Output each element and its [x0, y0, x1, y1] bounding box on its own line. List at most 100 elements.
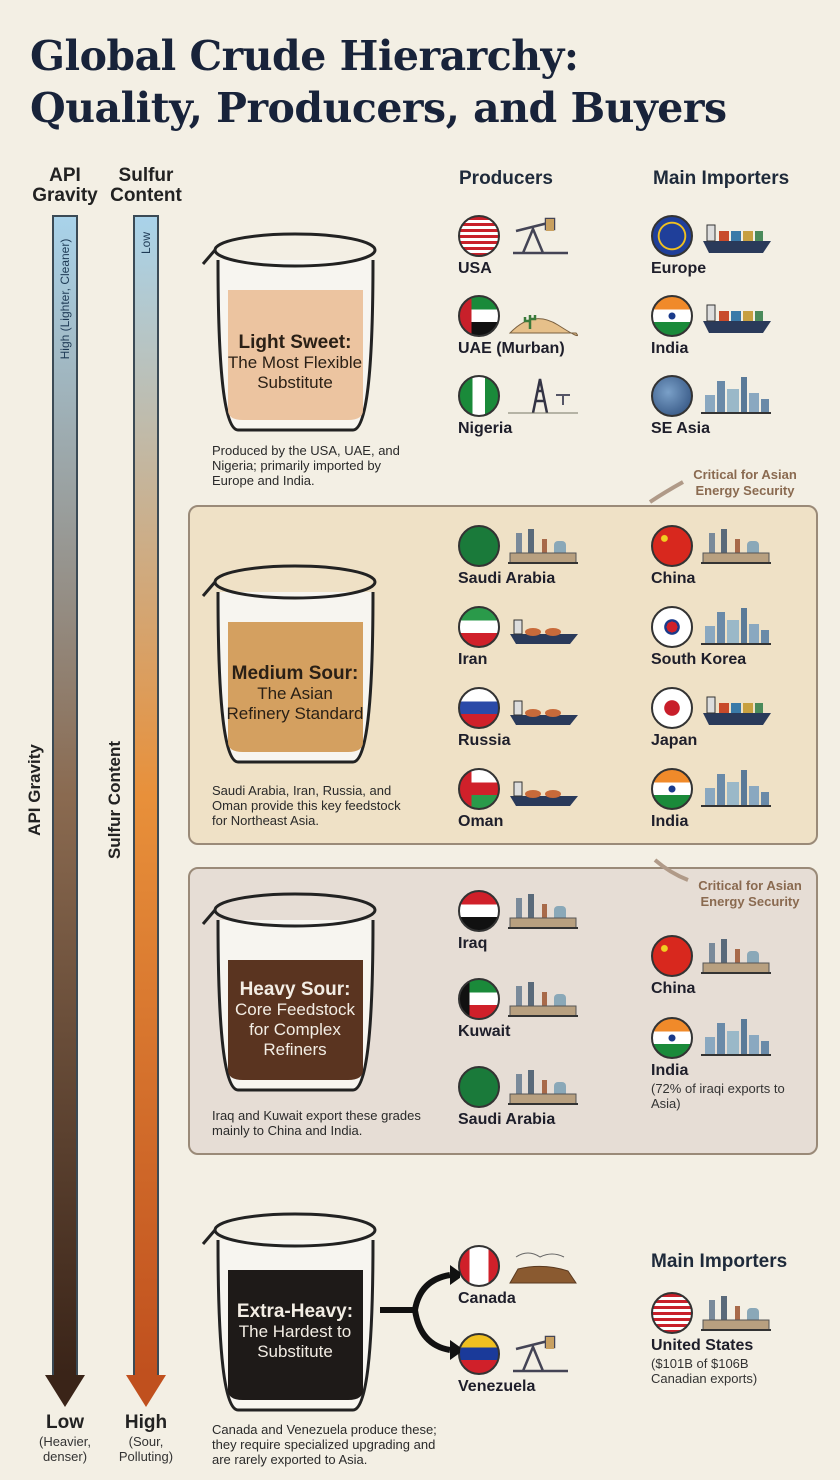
- iraq-flag-icon: [458, 890, 500, 932]
- globe-icon: [651, 375, 693, 417]
- sulfur-high: High: [124, 1412, 168, 1433]
- importers-label: India: [651, 813, 689, 830]
- beaker-label-2: Heavy Sour: Core Feedstock for Complex Refi…: [215, 980, 375, 1060]
- sulfur-high-sub: (Sour, Polluting): [118, 1434, 174, 1464]
- producers-header: Producers: [459, 168, 553, 189]
- tier-description: Iraq and Kuwait export these grades main…: [212, 1108, 421, 1138]
- beaker-icon: [201, 1212, 377, 1412]
- producers-label: Venezuela: [458, 1378, 536, 1395]
- sulfur-head-2: Content: [110, 185, 182, 206]
- oil-pump-icon: [508, 215, 580, 257]
- refinery-icon: [508, 525, 580, 567]
- producers-label: Canada: [458, 1290, 516, 1307]
- api-arrow-down-icon: [45, 1375, 85, 1407]
- api-head-1: API: [49, 165, 81, 186]
- critical-callout: Critical for Asian Energy Security: [698, 878, 802, 909]
- usa-flag-icon: [651, 1292, 693, 1334]
- api-side-label: API Gravity: [25, 744, 44, 836]
- refinery-icon: [508, 890, 580, 932]
- importers-label: China: [651, 980, 696, 997]
- uae-flag-icon: [458, 295, 500, 337]
- refinery-icon: [508, 978, 580, 1020]
- importers-label: India: [651, 1062, 689, 1079]
- refinery-icon: [701, 525, 773, 567]
- api-bottom-label: Low (Heavier, denser): [30, 1412, 100, 1464]
- beaker-icon: [201, 232, 377, 432]
- title-line-2: Quality, Producers, and Buyers: [30, 84, 727, 132]
- importers-label: India: [651, 340, 689, 357]
- iran-flag-icon: [458, 606, 500, 648]
- importers-label: SE Asia: [651, 420, 710, 437]
- producers-label: Kuwait: [458, 1023, 511, 1040]
- crude-grade-subtitle: Core Feedstock: [235, 1000, 355, 1019]
- importers-header: Main Importers: [653, 168, 790, 189]
- oil-pump-icon: [508, 1333, 580, 1375]
- japan-flag-icon: [651, 687, 693, 729]
- beaker-label-3: Extra-Heavy: The Hardest to Substitute: [215, 1302, 375, 1362]
- nigeria-flag-icon: [458, 375, 500, 417]
- oil-derrick-icon: [508, 375, 580, 417]
- importers-label: Europe: [651, 260, 707, 277]
- crude-grade-name: Heavy Sour:: [239, 979, 351, 1000]
- beaker-icon: [201, 892, 377, 1092]
- city-skyline-icon: [701, 375, 773, 417]
- producers-label: Oman: [458, 813, 504, 830]
- api-gravity-header: API Gravity: [25, 166, 105, 206]
- tier-description: Saudi Arabia, Iran, Russia, and Oman pro…: [212, 783, 401, 828]
- tanker-icon: [508, 606, 580, 648]
- usa-flag-icon: [458, 215, 500, 257]
- china-flag-icon: [651, 935, 693, 977]
- city-skyline-icon: [701, 606, 773, 648]
- tanker-icon: [508, 768, 580, 810]
- producers-label: USA: [458, 260, 492, 277]
- importers-label: China: [651, 570, 696, 587]
- crude-grade-name: Medium Sour:: [231, 663, 359, 684]
- beaker-icon: [201, 564, 377, 764]
- desert-icon: [508, 295, 580, 337]
- tanker-icon: [508, 687, 580, 729]
- crude-grade-subtitle: The Hardest to: [238, 1322, 352, 1341]
- importers-label: United States: [651, 1337, 754, 1354]
- oman-flag-icon: [458, 768, 500, 810]
- crude-grade-name: Extra-Heavy:: [236, 1301, 354, 1322]
- refinery-icon: [701, 1292, 773, 1334]
- sulfur-side-label: Sulfur Content: [105, 740, 124, 860]
- title-line-1: Global Crude Hierarchy:: [30, 32, 579, 80]
- producers-label: Saudi Arabia: [458, 570, 556, 587]
- api-low: Low: [46, 1412, 84, 1433]
- producers-label: Saudi Arabia: [458, 1111, 556, 1128]
- sulfur-arrow-down-icon: [126, 1375, 166, 1407]
- crude-grade-subtitle: for Complex: [249, 1020, 341, 1039]
- api-gravity-scale-bar: [52, 215, 78, 1377]
- importers-note: ($101B of $106B Canadian exports): [651, 1356, 758, 1386]
- india-flag-icon: [651, 768, 693, 810]
- importers-note: (72% of iraqi exports to Asia): [651, 1081, 785, 1111]
- sulfur-bottom-label: High (Sour, Polluting): [110, 1412, 182, 1464]
- crude-grade-name: Light Sweet:: [238, 332, 352, 353]
- kuwait-flag-icon: [458, 978, 500, 1020]
- saudi-flag-icon: [458, 525, 500, 567]
- crude-grade-subtitle: Substitute: [257, 373, 333, 392]
- beaker-label-1: Medium Sour: The Asian Refinery Standard: [215, 664, 375, 724]
- extra-heavy-importers-header: Main Importers: [651, 1251, 788, 1272]
- sulfur-head-1: Sulfur: [118, 165, 174, 186]
- sulfur-content-header: Sulfur Content: [105, 166, 187, 206]
- crude-grade-subtitle: Refinery Standard: [226, 704, 364, 723]
- sulfur-scale-bar: [133, 215, 159, 1377]
- korea-flag-icon: [651, 606, 693, 648]
- oil-sands-icon: [508, 1245, 580, 1287]
- beaker-label-0: Light Sweet: The Most Flexible Substitute: [215, 333, 375, 393]
- crude-grade-subtitle: Refiners: [263, 1040, 327, 1059]
- producers-label: Russia: [458, 732, 511, 749]
- tier-description: Produced by the USA, UAE, and Nigeria; p…: [212, 443, 400, 488]
- beaker-0: [198, 220, 378, 432]
- api-top-label: High (Lighter, Cleaner): [58, 238, 72, 360]
- india-flag-icon: [651, 295, 693, 337]
- producers-label: Iraq: [458, 935, 488, 952]
- api-head-2: Gravity: [32, 185, 98, 206]
- cargo-ship-icon: [701, 687, 773, 729]
- producers-label: Nigeria: [458, 420, 513, 437]
- page-title: Global Crude Hierarchy: Quality, Produce…: [30, 30, 727, 134]
- refinery-icon: [701, 935, 773, 977]
- saudi-flag-icon: [458, 1066, 500, 1108]
